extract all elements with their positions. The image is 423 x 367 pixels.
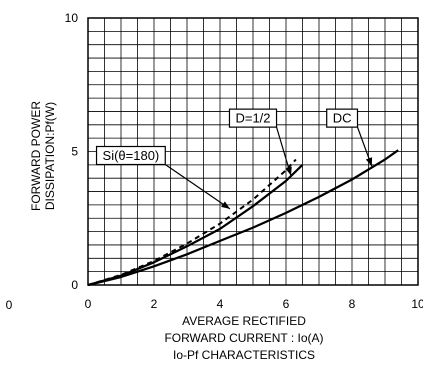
plot-frame xyxy=(87,17,419,286)
series-label-dc: DC xyxy=(326,108,373,167)
y-tick-label: 10 xyxy=(65,11,79,25)
y-axis-title-line-1: FORWARD POWER xyxy=(29,101,43,211)
x-tick-label: 0 xyxy=(85,297,92,311)
x-tick-label: 4 xyxy=(217,297,224,311)
series-label-box xyxy=(95,145,166,166)
callout-arrowhead xyxy=(285,166,292,176)
callout-arrowhead xyxy=(365,157,373,167)
x-axis-title-line-2: FORWARD CURRENT : Io(A) xyxy=(164,331,323,345)
series-line-si-180 xyxy=(87,158,297,286)
callout-line xyxy=(164,164,231,210)
series-label-text: DC xyxy=(333,111,352,126)
y-tick-label: 0 xyxy=(71,278,78,292)
series-label-text: D=1/2 xyxy=(235,111,270,126)
series-group xyxy=(87,149,399,287)
callout-line xyxy=(275,126,292,176)
x-tick-label: 6 xyxy=(283,297,290,311)
y-axis-title-line-2: DISSIPATION:Pf(W) xyxy=(43,102,57,210)
series-label-text: Si(θ=180) xyxy=(103,148,160,163)
chart-title: Io-Pf CHARACTERISTICS xyxy=(173,348,315,362)
y-tick-label: 5 xyxy=(71,145,78,159)
x-tick-label: 10 xyxy=(411,297,423,311)
series-line-dc xyxy=(87,149,399,287)
series-label-si-180: Si(θ=180) xyxy=(95,145,231,210)
y-axis-title: FORWARD POWER DISSIPATION:Pf(W) xyxy=(29,101,57,211)
callout-arrowhead xyxy=(221,201,230,209)
series-labels: DC D=1/2 Si(θ=180) xyxy=(95,108,373,210)
series-label-d-1-2: D=1/2 xyxy=(228,108,292,176)
x-tick-label: 8 xyxy=(349,297,356,311)
tick-labels: 0 2 4 6 8 10 0 5 10 xyxy=(65,11,423,311)
series-label-box xyxy=(326,108,359,128)
stray-tick-label: 0 xyxy=(6,298,13,312)
x-tick-label: 2 xyxy=(151,297,158,311)
series-label-box xyxy=(228,108,278,128)
x-axis-title-line-1: AVERAGE RECTIFIED xyxy=(182,314,306,328)
x-axis-title: AVERAGE RECTIFIED FORWARD CURRENT : Io(A… xyxy=(164,314,323,345)
